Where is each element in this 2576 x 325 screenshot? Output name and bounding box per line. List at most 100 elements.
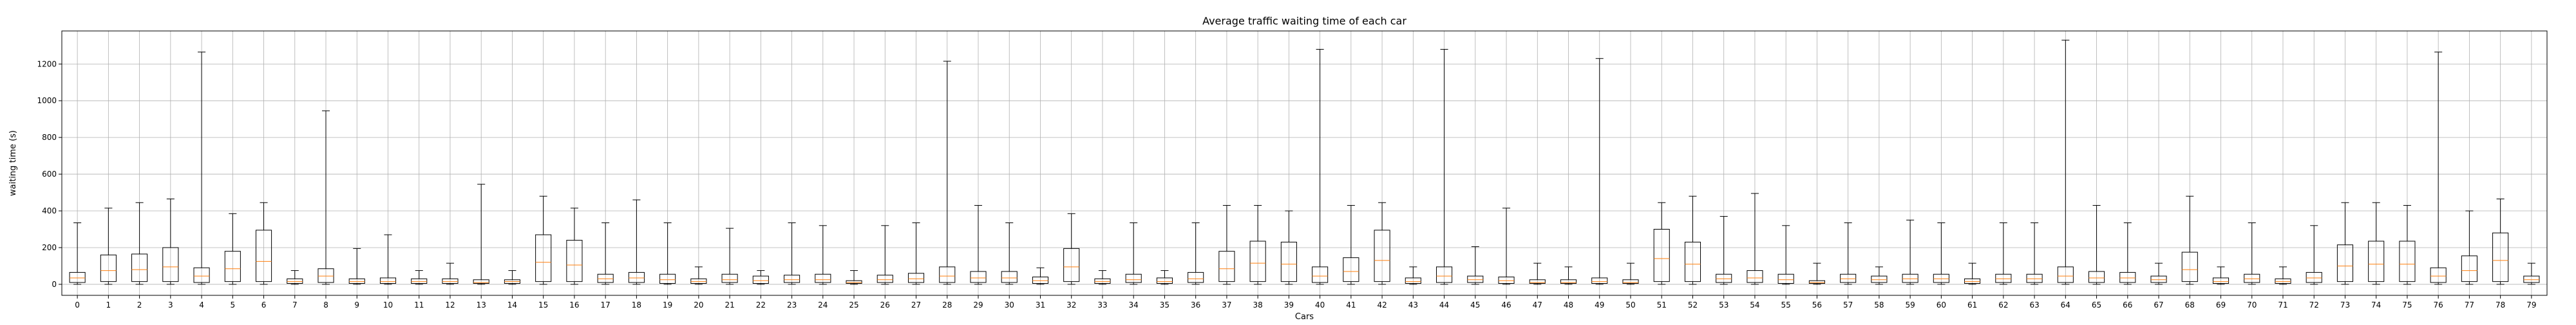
iqr-box bbox=[473, 279, 489, 284]
x-tick-label: 18 bbox=[632, 300, 641, 310]
iqr-box bbox=[2057, 266, 2074, 283]
x-tick-label: 54 bbox=[1750, 300, 1759, 310]
box-5 bbox=[224, 213, 241, 285]
x-tick-label: 12 bbox=[445, 300, 455, 310]
iqr-box bbox=[442, 278, 459, 284]
iqr-box bbox=[2181, 251, 2198, 282]
box-17 bbox=[597, 222, 614, 285]
box-42 bbox=[1374, 202, 1390, 285]
box-46 bbox=[1498, 208, 1515, 285]
x-tick-label: 30 bbox=[1005, 300, 1014, 310]
x-tick-label: 62 bbox=[1998, 300, 2008, 310]
x-tick-label: 70 bbox=[2247, 300, 2257, 310]
iqr-box bbox=[411, 278, 428, 284]
box-79 bbox=[2523, 262, 2540, 285]
x-tick-label: 73 bbox=[2340, 300, 2350, 310]
x-tick-label: 32 bbox=[1066, 300, 1076, 310]
x-tick-label: 2 bbox=[137, 300, 142, 310]
x-tick-label: 72 bbox=[2309, 300, 2319, 310]
iqr-box bbox=[1218, 251, 1235, 282]
box-49 bbox=[1591, 58, 1608, 285]
boxes-group bbox=[69, 39, 2540, 285]
box-10 bbox=[379, 234, 397, 285]
box-45 bbox=[1467, 246, 1484, 285]
box-36 bbox=[1188, 222, 1204, 285]
iqr-box bbox=[1280, 241, 1297, 282]
x-tick-label: 11 bbox=[414, 300, 424, 310]
iqr-box bbox=[2088, 271, 2105, 283]
x-tick-label: 14 bbox=[507, 300, 517, 310]
x-tick-label: 71 bbox=[2278, 300, 2287, 310]
iqr-box bbox=[2306, 271, 2322, 283]
box-7 bbox=[287, 270, 303, 285]
box-53 bbox=[1716, 216, 1732, 285]
box-24 bbox=[815, 225, 831, 285]
box-59 bbox=[1902, 219, 1918, 285]
box-29 bbox=[970, 204, 987, 285]
x-tick-label: 78 bbox=[2496, 300, 2505, 310]
box-74 bbox=[2368, 202, 2385, 285]
iqr-box bbox=[1747, 270, 1763, 283]
box-0 bbox=[69, 222, 86, 285]
box-66 bbox=[2119, 222, 2136, 285]
iqr-box bbox=[566, 240, 583, 282]
box-2 bbox=[131, 202, 148, 285]
box-60 bbox=[1933, 222, 1949, 285]
box-15 bbox=[535, 195, 552, 285]
box-9 bbox=[348, 248, 365, 285]
iqr-box bbox=[1560, 279, 1577, 284]
box-65 bbox=[2088, 204, 2105, 285]
iqr-box bbox=[1249, 241, 1266, 282]
x-tick-label: 43 bbox=[1408, 300, 1418, 310]
box-41 bbox=[1343, 204, 1359, 285]
iqr-box bbox=[2523, 275, 2540, 283]
box-11 bbox=[411, 270, 428, 285]
box-63 bbox=[2026, 222, 2043, 285]
box-20 bbox=[690, 266, 707, 285]
x-tick-label: 10 bbox=[383, 300, 393, 310]
iqr-box bbox=[597, 273, 614, 283]
box-26 bbox=[876, 225, 893, 285]
iqr-box bbox=[1436, 266, 1453, 283]
x-tick-label: 9 bbox=[354, 300, 359, 310]
box-77 bbox=[2461, 210, 2477, 285]
x-tick-label: 17 bbox=[601, 300, 611, 310]
box-38 bbox=[1249, 204, 1266, 285]
x-tick-label: 36 bbox=[1191, 300, 1200, 310]
x-axis-title: Cars bbox=[1295, 312, 1314, 322]
y-tick-label: 800 bbox=[42, 133, 57, 142]
box-50 bbox=[1622, 262, 1639, 285]
box-33 bbox=[1094, 270, 1111, 285]
x-tick-label: 48 bbox=[1564, 300, 1573, 310]
iqr-box bbox=[2368, 241, 2385, 282]
x-tick-label: 40 bbox=[1315, 300, 1325, 310]
x-tick-label: 55 bbox=[1781, 300, 1791, 310]
x-tick-label: 7 bbox=[292, 300, 298, 310]
x-tick-label: 51 bbox=[1657, 300, 1667, 310]
iqr-box bbox=[1995, 273, 2012, 283]
box-71 bbox=[2275, 266, 2291, 285]
box-12 bbox=[442, 262, 459, 285]
iqr-box bbox=[970, 271, 987, 283]
x-tick-label: 16 bbox=[569, 300, 579, 310]
box-75 bbox=[2399, 204, 2416, 285]
iqr-box bbox=[193, 267, 210, 283]
box-18 bbox=[628, 199, 645, 285]
x-tick-label: 67 bbox=[2154, 300, 2163, 310]
iqr-box bbox=[2150, 275, 2167, 283]
iqr-box bbox=[815, 273, 831, 283]
box-56 bbox=[1808, 262, 1825, 285]
iqr-box bbox=[907, 273, 925, 283]
iqr-box bbox=[1933, 273, 1949, 283]
box-27 bbox=[907, 222, 925, 285]
iqr-box bbox=[1871, 275, 1888, 283]
x-tick-label: 52 bbox=[1688, 300, 1698, 310]
iqr-box bbox=[1405, 277, 1421, 284]
iqr-box bbox=[1063, 248, 1080, 282]
x-tick-label: 37 bbox=[1222, 300, 1231, 310]
iqr-box bbox=[1777, 273, 1794, 284]
x-tick-label: 42 bbox=[1377, 300, 1387, 310]
x-tick-label: 31 bbox=[1036, 300, 1045, 310]
box-47 bbox=[1529, 262, 1546, 285]
